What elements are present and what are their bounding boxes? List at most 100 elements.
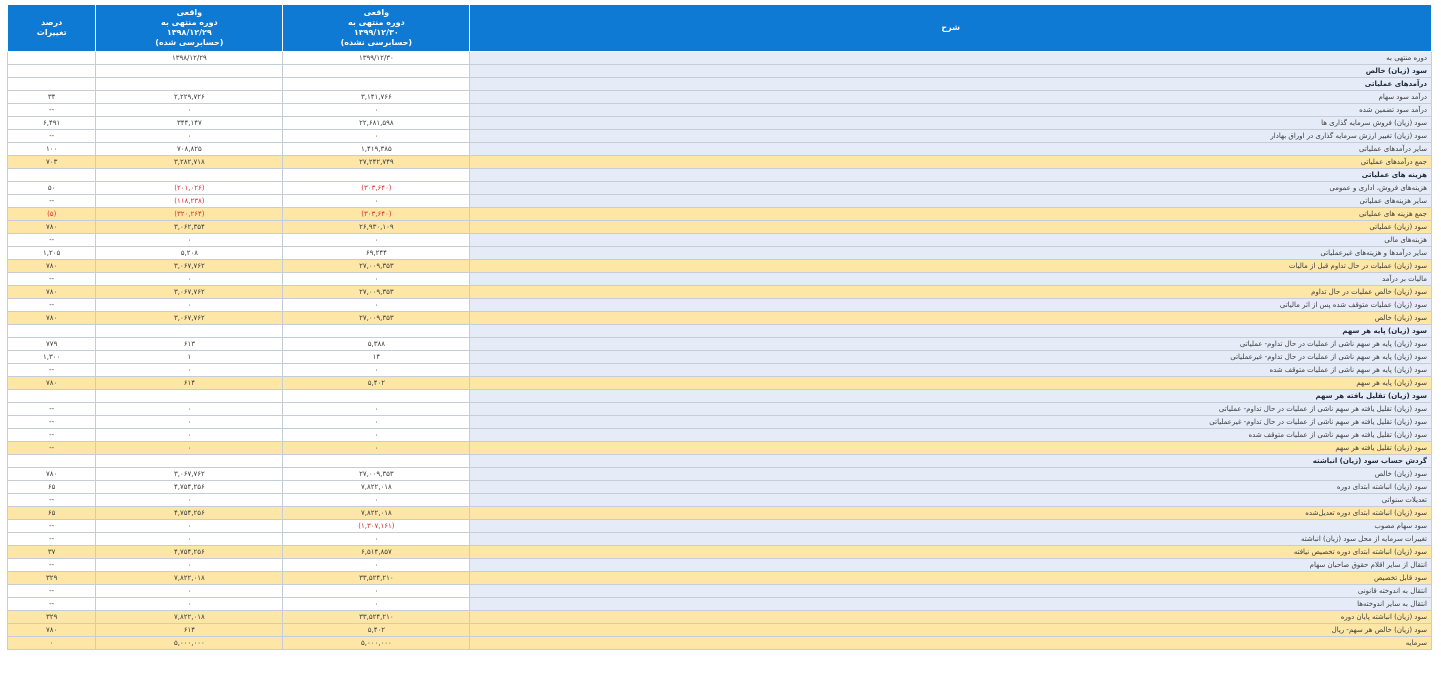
row-change-percent: -- [6,493,97,507]
row-label: سود (زیان) عملیاتی [469,220,1432,234]
row-change-percent [6,168,97,182]
row-previous-value: ۶۱۴ [95,376,284,390]
table-row: درآمد سود تضمین شده ۰ ۰ -- [6,103,1432,117]
row-label: دوره منتهی به [469,51,1432,65]
row-change-percent: -- [6,233,97,247]
row-previous-value [95,389,284,403]
row-current-value: ۲۶,۹۳۰,۱۰۹ [282,220,471,234]
row-previous-value: ۰ [95,103,284,117]
row-label: سایر هزینه‌های عملیاتی [469,194,1432,208]
table-row: سود (زیان) فروش سرمایه گذاری ها ۲۲,۶۸۱,۵۹… [6,116,1432,130]
table-row: سود سهام مصوب (۱,۳۰۷,۱۶۱) ۰ -- [6,519,1432,533]
row-current-value [282,389,471,403]
row-previous-value: ۳,۰۶۲,۳۵۴ [95,220,284,234]
row-change-percent [6,454,97,468]
row-current-value: ۲۷,۰۰۹,۳۵۳ [282,311,471,325]
row-current-value: ۵,۳۸۸ [282,337,471,351]
row-label: سود (زیان) انباشته پایان دوره [469,610,1432,624]
row-label: سود (زیان) تقلیل یافته هر سهم ناشی از عم… [469,402,1432,416]
row-label: انتقال به اندوخته قانونی [469,584,1432,598]
row-previous-value: ۰ [95,597,284,611]
row-change-percent: -- [6,597,97,611]
table-row: سود (زیان) انباشته ابتدای دوره تخصیص نیا… [6,545,1432,559]
row-previous-value: (۱۱۸,۲۳۸) [95,194,284,208]
row-label: سود (زیان) پایه هر سهم ناشی از عملیات در… [469,337,1432,351]
row-change-percent [6,77,97,91]
row-label: تغییرات سرمایه از محل سود (زیان) انباشته [469,532,1432,546]
row-change-percent: ۶,۴۹۱ [6,116,97,130]
row-change-percent: -- [6,558,97,572]
row-current-value: ۱,۴۱۹,۳۸۵ [282,142,471,156]
row-previous-value: ۶۱۳ [95,337,284,351]
row-label: جمع درآمدهای عملیاتی [469,155,1432,169]
row-previous-value: ۰ [95,298,284,312]
row-previous-value: ۷,۸۲۲,۰۱۸ [95,610,284,624]
row-previous-value: ۳,۰۶۷,۷۶۲ [95,259,284,273]
row-previous-value: ۰ [95,441,284,455]
row-label: سود قابل تخصیص [469,571,1432,585]
row-label: جمع هزینه های عملیاتی [469,207,1432,221]
row-current-value: ۷,۸۲۲,۰۱۸ [282,480,471,494]
row-change-percent [6,324,97,338]
row-label: سود (زیان) خالص هر سهم- ریال [469,623,1432,637]
row-previous-value: (۲۰۱,۰۲۶) [95,181,284,195]
row-previous-value: ۳,۰۶۷,۷۶۲ [95,467,284,481]
row-label: هزینه‌های مالی [469,233,1432,247]
row-current-value: ۱۴ [282,350,471,364]
row-change-percent: ۳۲۹ [6,571,97,585]
row-current-value: ۲۷,۰۰۹,۳۵۳ [282,285,471,299]
row-previous-value: ۷۰۸,۸۲۵ [95,142,284,156]
table-row: انتقال به اندوخته قانونی ۰ ۰ -- [6,584,1432,598]
row-label: سایر درآمدها و هزینه‌های غیرعملیاتی [469,246,1432,260]
table-row: سود (زیان) پایه هر سهم [6,324,1432,338]
table-row: سود (زیان) پایه هر سهم ۵,۴۰۲ ۶۱۴ ۷۸۰ [6,376,1432,390]
row-change-percent: -- [6,519,97,533]
table-row: سود (زیان) تقلیل یافته هر سهم [6,389,1432,403]
row-previous-value [95,64,284,78]
row-previous-value [95,324,284,338]
row-change-percent: -- [6,415,97,429]
row-change-percent: -- [6,272,97,286]
row-label: سود (زیان) تقلیل یافته هر سهم ناشی از عم… [469,428,1432,442]
row-change-percent: ۰ [6,636,97,650]
table-row: درآمدهای عملیاتی [6,77,1432,91]
table-row: سود (زیان) عملیات در حال تداوم قبل از ما… [6,259,1432,273]
row-label: سود (زیان) عملیات در حال تداوم قبل از ما… [469,259,1432,273]
row-current-value: ۲۷,۰۰۹,۳۵۳ [282,259,471,273]
row-current-value: ۵,۰۰۰,۰۰۰ [282,636,471,650]
row-label: تعدیلات سنواتی [469,493,1432,507]
row-previous-value: ۱ [95,350,284,364]
table-row: سود (زیان) انباشته ابتدای دوره ۷,۸۲۲,۰۱۸ ۴… [6,480,1432,494]
row-current-value: ۰ [282,558,471,572]
row-label: سود (زیان) پایه هر سهم ناشی از عملیات مت… [469,363,1432,377]
row-label: سود (زیان) انباشته ابتدای دوره [469,480,1432,494]
row-label: سود (زیان) پایه هر سهم ناشی از عملیات در… [469,350,1432,364]
row-previous-value: ۰ [95,129,284,143]
row-previous-value: ۰ [95,428,284,442]
row-current-value [282,64,471,78]
row-previous-value: ۰ [95,493,284,507]
row-label: مالیات بر درآمد [469,272,1432,286]
row-label: درآمد سود سهام [469,90,1432,104]
table-row: هزینه‌های فروش، اداری و عمومی (۳۰۳,۶۴۰) (۲… [6,181,1432,195]
row-previous-value: ۰ [95,584,284,598]
table-row: سود (زیان) پایه هر سهم ناشی از عملیات مت… [6,363,1432,377]
row-current-value: ۵,۴۰۲ [282,623,471,637]
row-change-percent: -- [6,298,97,312]
row-label: سود (زیان) تقلیل یافته هر سهم [469,441,1432,455]
row-label: سود (زیان) فروش سرمایه گذاری ها [469,116,1432,130]
table-row: سود (زیان) خالص هر سهم- ریال ۵,۴۰۲ ۶۱۴ ۷۸۰ [6,623,1432,637]
row-current-value: ۰ [282,233,471,247]
row-change-percent: ۱,۲۰۵ [6,246,97,260]
row-current-value: ۰ [282,363,471,377]
financial-statement-panel: شرح واقعی دوره منتهی به ۱۳۹۹/۱۲/۳۰ (حساب… [6,4,1432,650]
row-current-value: ۲۷,۲۴۲,۷۴۹ [282,155,471,169]
row-label: سود (زیان) پایه هر سهم [469,324,1432,338]
row-previous-value: ۷,۸۲۲,۰۱۸ [95,571,284,585]
income-statement-table: شرح واقعی دوره منتهی به ۱۳۹۹/۱۲/۳۰ (حساب… [6,4,1432,650]
row-current-value: ۳,۱۴۱,۷۶۶ [282,90,471,104]
row-label: سود (زیان) تقلیل یافته هر سهم [469,389,1432,403]
row-label: سرمایه [469,636,1432,650]
row-current-value: ۳۳,۵۲۴,۲۱۰ [282,571,471,585]
header-previous-period: واقعی دوره منتهی به ۱۳۹۸/۱۲/۲۹ (حسابرسی … [95,4,284,52]
